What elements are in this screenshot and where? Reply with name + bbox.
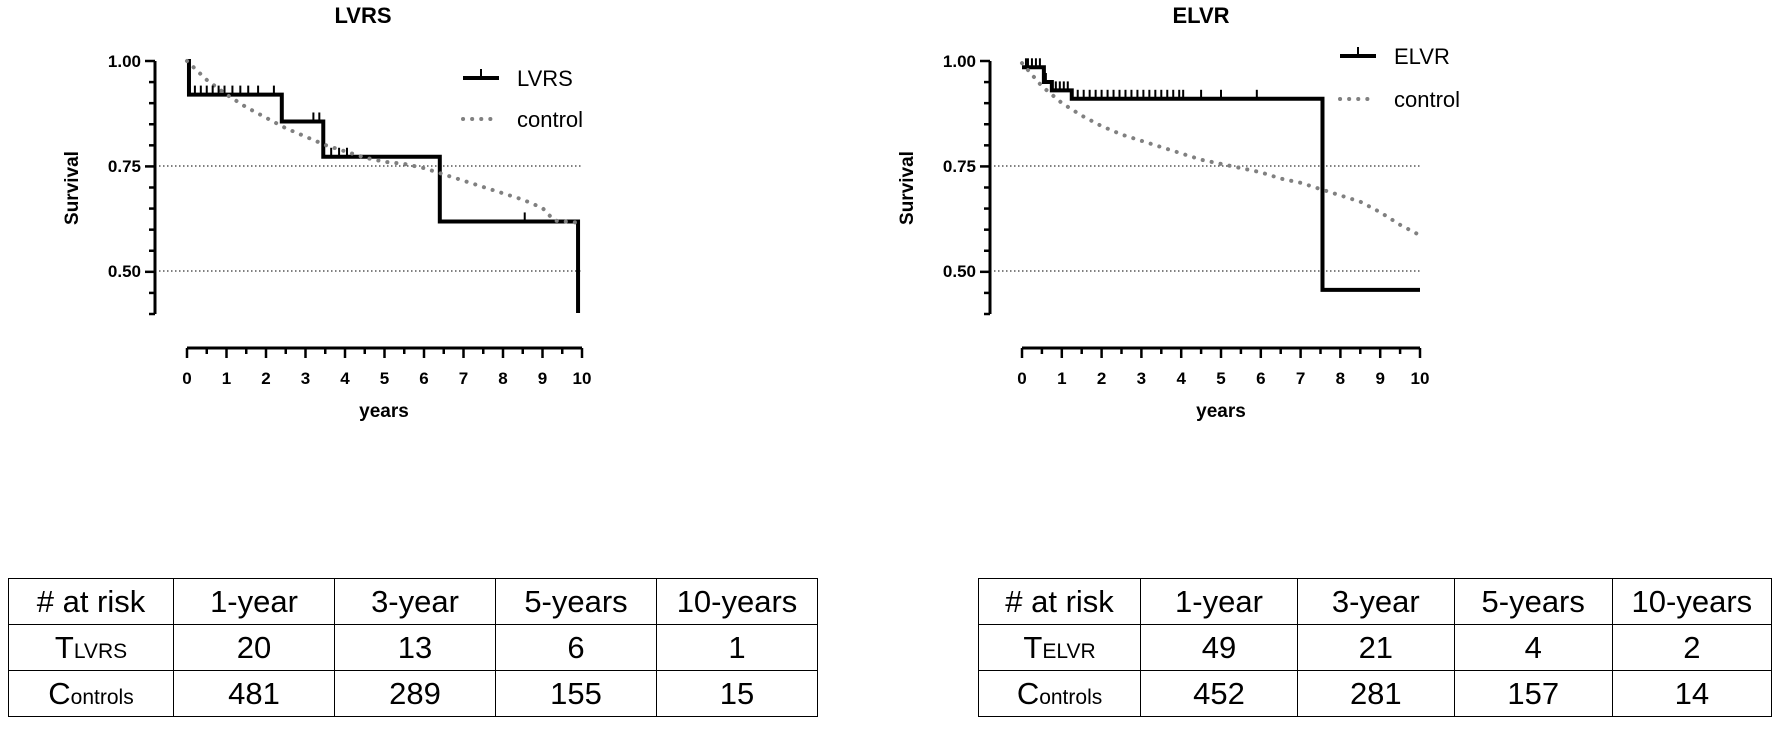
x-tick-label: 4 <box>340 369 350 388</box>
lvrs-at-risk-table: # at risk 1-year 3-year 5-years 10-years… <box>8 578 818 717</box>
row-label-main: C <box>48 675 71 711</box>
y-tick-label: 1.00 <box>108 52 141 71</box>
x-axis-label: years <box>359 401 409 422</box>
table-row: TELVR 49 21 4 2 <box>977 624 1772 671</box>
x-tick-label: 9 <box>538 369 547 388</box>
row-label-sub: ontrols <box>1039 685 1103 709</box>
table-header-cell: 1-year <box>173 578 335 625</box>
legend-label: LVRS <box>517 66 573 91</box>
row-label: Controls <box>977 670 1142 717</box>
table-row: Controls 481 289 155 15 <box>8 670 818 717</box>
control-curve <box>1020 61 1422 238</box>
x-tick-label: 2 <box>261 369 270 388</box>
table-cell: 21 <box>1296 624 1455 671</box>
table-cell: 4 <box>1453 624 1613 671</box>
control-curve <box>185 59 581 225</box>
elvr-survival-chart: ELVR 1.00 0.75 0.50 Survival 0 1 2 3 4 5 6 7 8 9 10 year… <box>897 3 1460 422</box>
x-tick-label: 6 <box>1256 369 1265 388</box>
chart-title: ELVR <box>1172 3 1229 28</box>
table-cell: 15 <box>656 670 818 717</box>
table-header-cell: 10-years <box>1611 578 1772 625</box>
table-header-cell: 5-years <box>1453 578 1613 625</box>
x-tick-label: 3 <box>1137 369 1146 388</box>
x-tick-label: 7 <box>1296 369 1305 388</box>
row-label-main: T <box>1023 629 1043 665</box>
table-cell: 281 <box>1296 670 1455 717</box>
x-tick-label: 3 <box>301 369 310 388</box>
table-header-row: # at risk 1-year 3-year 5-years 10-years <box>977 578 1772 625</box>
x-tick-label: 8 <box>498 369 507 388</box>
row-label-main: T <box>54 629 74 665</box>
x-tick-label: 5 <box>380 369 389 388</box>
table-cell: 6 <box>495 624 657 671</box>
row-label: Controls <box>8 670 174 717</box>
survival-curve-elvr <box>1022 65 1420 292</box>
y-tick-label: 0.75 <box>108 157 141 176</box>
x-tick-label: 5 <box>1216 369 1225 388</box>
row-label-main: C <box>1016 675 1040 711</box>
x-tick-label: 1 <box>1057 369 1066 388</box>
table-cell: 481 <box>173 670 335 717</box>
row-label-sub: ontrols <box>70 685 134 709</box>
y-tick-label: 1.00 <box>943 52 976 71</box>
x-tick-label: 8 <box>1336 369 1345 388</box>
table-header-cell: 10-years <box>656 578 818 625</box>
table-cell: 1 <box>656 624 818 671</box>
x-tick-label: 6 <box>419 369 428 388</box>
elvr-panel: ELVR 1.00 0.75 0.50 Survival 0 1 2 3 4 5 6 7 8 9 10 year… <box>886 0 1772 730</box>
table-header-cell: 5-years <box>495 578 657 625</box>
table-header-row: # at risk 1-year 3-year 5-years 10-years <box>8 578 818 625</box>
table-row: Controls 452 281 157 14 <box>977 670 1772 717</box>
table-cell: 2 <box>1611 624 1772 671</box>
table-cell: 157 <box>1453 670 1613 717</box>
x-axis-label: years <box>1196 401 1246 422</box>
y-axis-label: Survival <box>897 151 918 225</box>
table-cell: 20 <box>173 624 335 671</box>
x-tick-label: 0 <box>182 369 191 388</box>
elvr-at-risk-table: # at risk 1-year 3-year 5-years 10-years… <box>977 578 1772 717</box>
x-tick-label: 4 <box>1176 369 1186 388</box>
y-axis-label: Survival <box>62 151 83 225</box>
x-tick-label: 7 <box>459 369 468 388</box>
x-tick-label: 10 <box>573 369 592 388</box>
legend-label: ELVR <box>1394 44 1450 69</box>
x-tick-label: 2 <box>1097 369 1106 388</box>
chart-title: LVRS <box>334 3 391 28</box>
table-cell: 14 <box>1611 670 1772 717</box>
survival-curve-lvrs <box>186 59 581 313</box>
row-label-sub: ELVR <box>1042 639 1096 663</box>
table-header-cell: # at risk <box>977 578 1142 625</box>
x-tick-label: 0 <box>1017 369 1026 388</box>
row-label: TELVR <box>977 624 1142 671</box>
table-row: TLVRS 20 13 6 1 <box>8 624 818 671</box>
row-label: TLVRS <box>8 624 174 671</box>
table-header-cell: # at risk <box>8 578 174 625</box>
table-cell: 49 <box>1140 624 1298 671</box>
table-cell: 155 <box>495 670 657 717</box>
table-header-cell: 3-year <box>1296 578 1455 625</box>
lvrs-panel: LVRS 1.00 0.75 0.50 Survival 0 1 2 3 4 5 6 7 8 9 10 year… <box>8 3 818 717</box>
x-tick-label: 1 <box>222 369 231 388</box>
table-cell: 452 <box>1140 670 1298 717</box>
table-cell: 289 <box>334 670 496 717</box>
table-header-cell: 1-year <box>1140 578 1298 625</box>
table-cell: 13 <box>334 624 496 671</box>
row-label-sub: LVRS <box>73 639 128 663</box>
y-tick-label: 0.75 <box>943 157 976 176</box>
legend-label: control <box>517 107 583 132</box>
table-header-cell: 3-year <box>334 578 496 625</box>
y-tick-label: 0.50 <box>943 262 976 281</box>
x-tick-label: 10 <box>1411 369 1430 388</box>
legend-label: control <box>1394 87 1460 112</box>
lvrs-survival-chart: LVRS 1.00 0.75 0.50 Survival 0 1 2 3 4 5 6 7 8 9 10 year… <box>62 3 592 422</box>
y-tick-label: 0.50 <box>108 262 141 281</box>
x-tick-label: 9 <box>1375 369 1384 388</box>
